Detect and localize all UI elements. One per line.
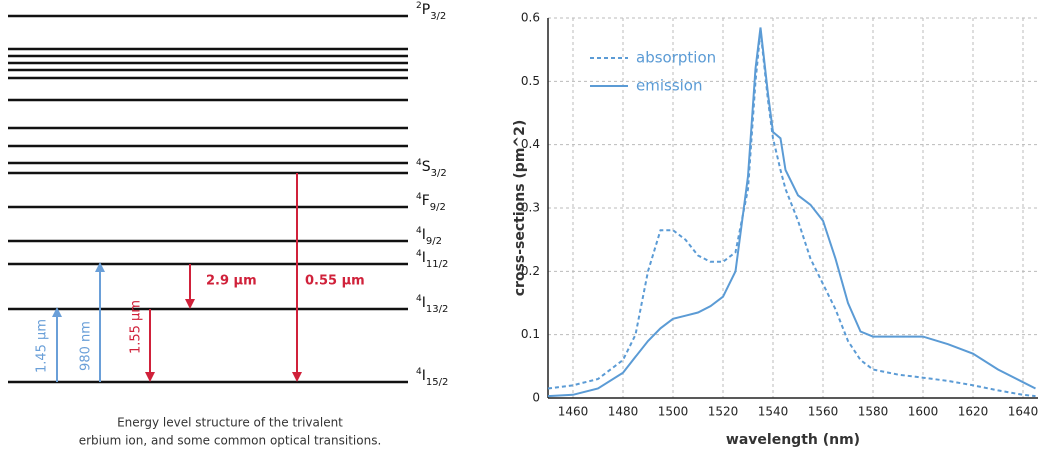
x-tick-label: 1540 — [758, 405, 789, 419]
level-label: 4I9/2 — [416, 226, 442, 248]
level-label: 4I11/2 — [416, 249, 448, 271]
level-term: P — [422, 2, 430, 18]
level-label: 4S3/2 — [416, 158, 447, 180]
level-term: I — [422, 250, 426, 266]
level-sup: 4 — [416, 192, 422, 202]
transition-label: 980 nm — [79, 321, 94, 371]
x-tick-label: 1600 — [908, 405, 939, 419]
y-tick-label: 0.3 — [521, 201, 540, 215]
level-label: 4F9/2 — [416, 192, 446, 214]
y-tick-label: 0.4 — [521, 137, 540, 151]
level-sub: 11/2 — [426, 259, 448, 270]
level-sup: 4 — [416, 226, 422, 236]
x-tick-label: 1520 — [708, 405, 739, 419]
transition-label: 1.45 µm — [35, 319, 50, 373]
level-sub: 9/2 — [426, 236, 442, 247]
y-tick-label: 0.5 — [521, 74, 540, 88]
level-sub: 3/2 — [431, 168, 447, 179]
x-tick-label: 1640 — [1008, 405, 1038, 419]
series-line — [547, 27, 1036, 398]
series-line — [547, 30, 1036, 398]
level-sup: 4 — [416, 249, 422, 259]
level-sub: 13/2 — [426, 304, 448, 315]
y-tick-label: 0.6 — [521, 11, 540, 25]
level-sup: 4 — [416, 367, 422, 377]
x-tick-label: 1580 — [858, 405, 889, 419]
caption-line: Energy level structure of the trivalent — [117, 416, 343, 430]
x-tick-label: 1620 — [958, 405, 989, 419]
level-term: I — [422, 295, 426, 311]
level-term: I — [422, 368, 426, 384]
y-tick-label: 0.2 — [521, 264, 540, 278]
level-sup: 4 — [416, 158, 422, 168]
y-tick-label: 0 — [532, 391, 540, 405]
x-tick-label: 1480 — [608, 405, 639, 419]
level-term: F — [422, 193, 430, 209]
y-axis-label: cross-sections (pm^2) — [512, 120, 528, 297]
level-sup: 4 — [416, 294, 422, 304]
level-sub: 15/2 — [426, 377, 448, 388]
level-label: 4I13/2 — [416, 294, 448, 316]
transition-label: 1.55 µm — [129, 300, 144, 354]
level-term: I — [422, 227, 426, 243]
level-sub: 3/2 — [430, 11, 446, 22]
level-sup: 2 — [416, 1, 422, 11]
caption-line: erbium ion, and some common optical tran… — [79, 434, 382, 448]
x-tick-label: 1460 — [558, 405, 589, 419]
level-label: 4I15/2 — [416, 367, 448, 389]
y-tick-label: 0.1 — [521, 327, 540, 341]
legend-label: emission — [636, 77, 703, 95]
x-axis-label: wavelength (nm) — [726, 432, 860, 448]
level-term: S — [422, 159, 431, 175]
x-tick-label: 1560 — [808, 405, 839, 419]
legend-label: absorption — [636, 49, 716, 67]
x-tick-label: 1500 — [658, 405, 689, 419]
level-label: 2P3/2 — [416, 1, 446, 23]
transition-label: 0.55 µm — [305, 274, 365, 289]
level-sub: 9/2 — [430, 202, 446, 213]
transition-label: 2.9 µm — [206, 274, 257, 289]
